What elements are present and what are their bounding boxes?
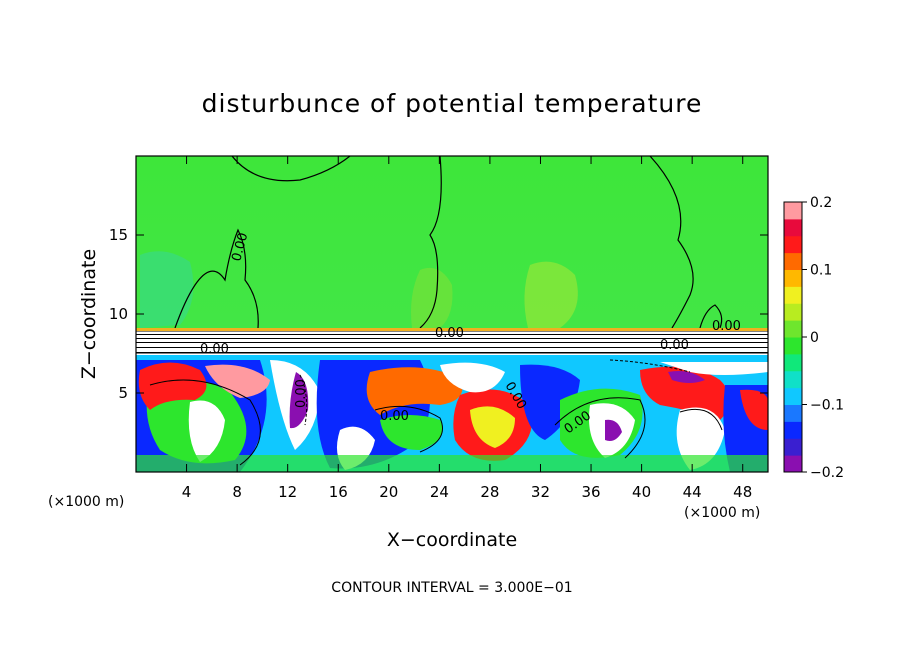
colorbar-swatch: [784, 286, 802, 304]
colorbar-swatch: [784, 404, 802, 422]
contour-line: [699, 304, 723, 329]
red-eddy: [740, 389, 768, 430]
red-eddy: [640, 366, 730, 420]
colorbar-swatch: [784, 421, 802, 439]
x-tick-label: 44: [683, 483, 702, 501]
colorbar-tick-label: −0.1: [810, 398, 844, 414]
orange-eddy: [366, 367, 463, 415]
y-axis: 5 10 15: [109, 226, 768, 402]
contour-line: [374, 405, 443, 453]
x-axis-label: X−coordinate: [387, 529, 517, 551]
green-eddy: [136, 455, 768, 472]
contour-label: 0.00: [229, 231, 251, 263]
white-eddy: [440, 362, 505, 393]
yellowgreen-patch: [524, 261, 578, 328]
colorbar-swatch: [784, 455, 802, 473]
x-tick-label: 16: [329, 483, 348, 501]
contour-line: [679, 408, 723, 431]
inversion-band-line: [136, 347, 768, 348]
contour-line: [649, 156, 694, 329]
chart-title: disturbunce of potential temperature: [202, 89, 703, 118]
plot-area: 0.00 0.00 0.00 0.00 0.00 0.00 0.00 0.00 …: [136, 156, 768, 472]
x-tick-label: 4: [182, 483, 192, 501]
y-tick-label: 5: [118, 384, 128, 402]
colorbar-swatch: [784, 438, 802, 456]
white-eddy: [660, 362, 768, 375]
contour-line: [149, 379, 261, 466]
inversion-band-line: [136, 334, 768, 335]
y-tick-label: 10: [109, 305, 128, 323]
white-eddy: [676, 407, 725, 470]
colorbar-tick-label: −0.2: [810, 465, 844, 481]
white-eddy: [188, 400, 225, 462]
purple-eddy: [668, 371, 705, 383]
colorbar-tick-label: 0.2: [810, 195, 832, 211]
contour-line-dashed: [609, 359, 691, 373]
x-tick-label: 12: [278, 483, 297, 501]
x-tick-label: 8: [232, 483, 242, 501]
contour-line: [231, 156, 351, 182]
pink-eddy: [205, 364, 270, 398]
x-tick-label: 20: [379, 483, 398, 501]
contour-line-dashed: [299, 374, 308, 426]
colorbar-swatch: [784, 337, 802, 355]
x-tick-label: 32: [531, 483, 550, 501]
cyan-patch: [140, 251, 194, 328]
x-unit-left: (×1000 m): [48, 494, 124, 510]
orange-strip: [136, 328, 768, 331]
upper-field: [136, 156, 768, 332]
inversion-band-line: [136, 352, 768, 354]
purple-eddy: [289, 372, 309, 429]
contour-label: 0.00: [435, 326, 464, 341]
colorbar-swatch: [784, 252, 802, 270]
x-tick-label: 28: [480, 483, 499, 501]
colorbar-swatch: [784, 218, 802, 237]
yellow-eddy: [470, 406, 515, 448]
yellowgreen-patch-2: [411, 267, 453, 328]
blue-eddy: [520, 364, 580, 440]
colorbar-swatch: [784, 370, 802, 389]
x-axis: 4 8 12 16 20 24 28 32 36 40 44 48: [182, 156, 752, 501]
contour-label: 0.00: [294, 379, 309, 408]
x-tick-label: 36: [581, 483, 600, 501]
inversion-band-line: [136, 342, 768, 343]
colorbar: 0.2 0.1 0 −0.1 −0.2: [783, 195, 844, 481]
x-unit-right: (×1000 m): [684, 505, 760, 521]
colorbar-tick-label: 0: [810, 330, 819, 346]
contour-label: 0.00: [380, 409, 409, 424]
colorbar-swatch: [784, 303, 802, 321]
colorbar-swatch: [784, 353, 802, 372]
colorbar-swatch: [784, 269, 802, 287]
x-tick-label: 40: [632, 483, 651, 501]
colorbar-swatch: [784, 320, 802, 338]
x-tick-label: 24: [430, 483, 449, 501]
colorbar-swatch: [784, 387, 802, 405]
green-eddy: [380, 415, 443, 450]
contour-label: 0.00: [200, 342, 229, 357]
contour-line: [419, 156, 442, 329]
contour-interval-note: CONTOUR INTERVAL = 3.000E−01: [331, 580, 572, 596]
colorbar-swatch: [784, 235, 802, 254]
colorbar-tick-label: 0.1: [810, 263, 832, 279]
y-tick-label: 15: [109, 226, 128, 244]
contour-line: [174, 228, 259, 329]
contour-line: [554, 397, 646, 459]
contour-label: 0.00: [660, 338, 689, 353]
y-axis-label: Z−coordinate: [78, 249, 100, 379]
colorbar-swatch: [784, 202, 802, 220]
contour-label: 0.00: [712, 319, 741, 334]
purple-eddy: [605, 419, 622, 441]
x-tick-label: 48: [733, 483, 752, 501]
inversion-band-line: [136, 338, 768, 339]
red-eddy: [138, 362, 207, 410]
